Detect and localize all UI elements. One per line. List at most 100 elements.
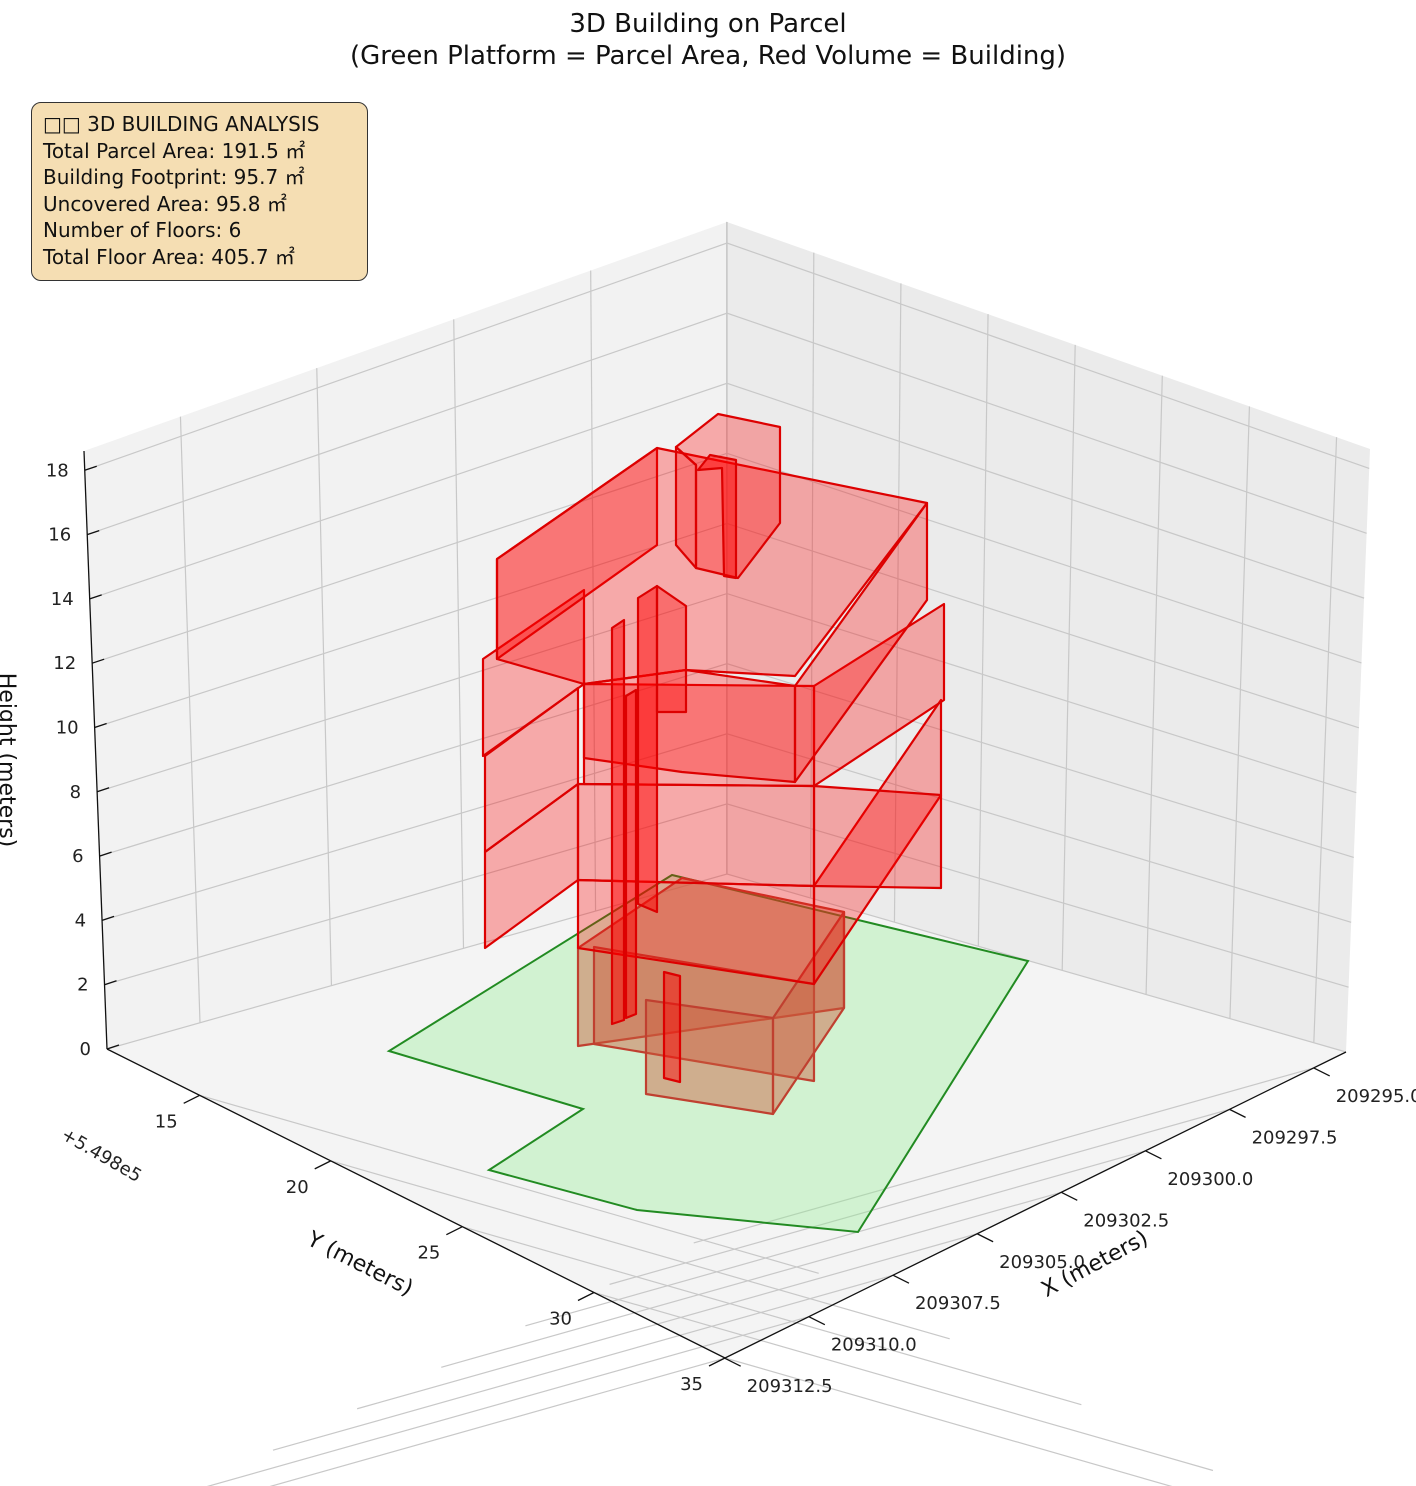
y-tick-label: 15 xyxy=(155,1111,178,1132)
x-floor-gridline xyxy=(269,1357,725,1486)
tick-labels: 0 2 4 6 8 10 12 14 16 18 15 20 25 30 35 209295.0 209297.… xyxy=(46,460,1416,1397)
shaft-1 xyxy=(610,618,626,1026)
z-tick-label: 4 xyxy=(75,910,86,931)
x-tick-label: 209300.0 xyxy=(1167,1169,1253,1190)
floor-3-side xyxy=(812,602,946,788)
x-tick-label: 209307.5 xyxy=(915,1293,1001,1314)
x-tick-mark xyxy=(1313,1067,1330,1077)
z-tick-label: 6 xyxy=(72,846,83,867)
z-tick-label: 8 xyxy=(70,782,81,803)
x-pane-gridline xyxy=(1145,375,1163,995)
x-tick-mark xyxy=(1145,1150,1162,1160)
y-floor-gridline xyxy=(199,1094,819,1274)
z-tick-label: 0 xyxy=(80,1039,91,1060)
z-tick-mark xyxy=(96,787,110,793)
y-tick-mark xyxy=(577,1291,595,1302)
grid-lines xyxy=(84,221,1370,1486)
info-header: □□ 3D BUILDING ANALYSIS xyxy=(43,112,320,136)
z-tick-mark xyxy=(101,915,115,922)
x-tick-mark xyxy=(892,1274,910,1284)
floor-2-side xyxy=(812,784,943,890)
x-floor-gridline xyxy=(441,1191,1062,1368)
z-tick-label: 2 xyxy=(77,975,88,996)
x-floor-gridline xyxy=(693,1067,1314,1244)
y-tick-mark xyxy=(708,1357,726,1367)
x-tick-label: 209297.5 xyxy=(1252,1127,1338,1148)
z-tick-label: 12 xyxy=(53,653,76,674)
chart-title-line2: (Green Platform = Parcel Area, Red Volum… xyxy=(349,41,1067,71)
chart-title: 3D Building on Parcel (Green Platform = … xyxy=(0,8,1416,72)
info-floors: Number of Floors: 6 xyxy=(43,218,242,242)
z-tick-mark xyxy=(87,529,100,536)
shaft-3 xyxy=(636,584,659,914)
floor-4-side xyxy=(793,501,929,784)
y-axis-label: Y (meters) xyxy=(302,1226,417,1301)
x-tick-mark xyxy=(976,1233,994,1243)
tower-right xyxy=(674,412,782,580)
x-tick-mark xyxy=(1060,1191,1078,1201)
z-tick-label: 10 xyxy=(56,717,79,738)
y-tick-label: 25 xyxy=(417,1243,440,1264)
z-tick-mark xyxy=(89,594,102,600)
shaft-4 xyxy=(655,584,688,714)
x-pane-gridline xyxy=(1229,406,1251,1019)
shaft-5 xyxy=(662,970,682,1084)
pane-right xyxy=(727,222,1370,1052)
y-offset-label: +5.498e5 xyxy=(58,1124,146,1187)
info-uncovered: Uncovered Area: 95.8 ㎡ xyxy=(43,191,287,216)
axis-panes xyxy=(84,222,1370,1358)
x-pane-gridline xyxy=(1061,344,1076,971)
y-tick-mark xyxy=(314,1160,332,1170)
y-tick-label: 30 xyxy=(549,1308,572,1329)
x-tick-label: 209295.0 xyxy=(1336,1086,1416,1107)
pane-left xyxy=(84,222,727,1049)
y-pane-gridline xyxy=(453,319,465,949)
info-parcel-area: Total Parcel Area: 191.5 ㎡ xyxy=(43,138,306,163)
x-pane-gridline xyxy=(1313,437,1338,1043)
z-tick-label: 18 xyxy=(46,460,69,481)
y-floor-gridline xyxy=(462,1226,1082,1406)
y-tick-mark xyxy=(183,1094,200,1104)
x-floor-gridline xyxy=(525,1150,1146,1327)
z-tick-label: 14 xyxy=(51,589,74,610)
chart-title-line1: 3D Building on Parcel xyxy=(569,9,847,39)
x-tick-label: 209310.0 xyxy=(831,1335,917,1356)
y-floor-gridline xyxy=(593,1291,1214,1472)
shaft-2 xyxy=(624,688,638,1020)
z-tick-mark xyxy=(99,851,112,857)
tower-front xyxy=(674,445,698,570)
info-footprint: Building Footprint: 95.7 ㎡ xyxy=(43,165,305,189)
pane-floor xyxy=(107,874,1346,1358)
info-box: □□ 3D BUILDING ANALYSIS Total Parcel Are… xyxy=(31,102,368,281)
x-pane-gridline xyxy=(893,283,902,923)
building-volume xyxy=(481,412,946,1116)
x-pane-gridline xyxy=(977,314,989,947)
x-tick-mark xyxy=(1229,1108,1246,1118)
y-tick-mark xyxy=(446,1226,463,1236)
x-tick-label: 209305.0 xyxy=(999,1252,1085,1273)
x-tick-label: 209302.5 xyxy=(1083,1210,1169,1231)
z-tick-mark xyxy=(91,658,105,664)
info-floor-area: Total Floor Area: 405.7 ㎡ xyxy=(43,244,295,269)
floor-ground xyxy=(576,876,846,1116)
axis-ticks xyxy=(84,465,1330,1367)
x-tick-mark xyxy=(724,1357,741,1367)
x-floor-gridline xyxy=(609,1108,1230,1285)
y-floor-gridline xyxy=(724,1357,1173,1486)
y-tick-label: 35 xyxy=(680,1374,703,1395)
axis-lines xyxy=(83,450,1347,1359)
z-tick-mark xyxy=(84,465,97,471)
x-floor-gridline xyxy=(356,1233,978,1410)
y-pane-gridline xyxy=(179,416,201,1023)
z-axis-label: Height (meters) xyxy=(0,673,19,848)
z-tick-mark xyxy=(106,1044,120,1050)
z-tick-label: 16 xyxy=(48,525,71,546)
x-floor-gridline xyxy=(206,1316,809,1486)
y-pane-gridline xyxy=(316,368,333,986)
x-tick-label: 209312.5 xyxy=(747,1376,833,1397)
tower-core xyxy=(696,453,738,580)
x-tick-mark xyxy=(808,1316,826,1326)
x-floor-gridline xyxy=(272,1274,894,1451)
y-tick-label: 20 xyxy=(286,1177,309,1198)
